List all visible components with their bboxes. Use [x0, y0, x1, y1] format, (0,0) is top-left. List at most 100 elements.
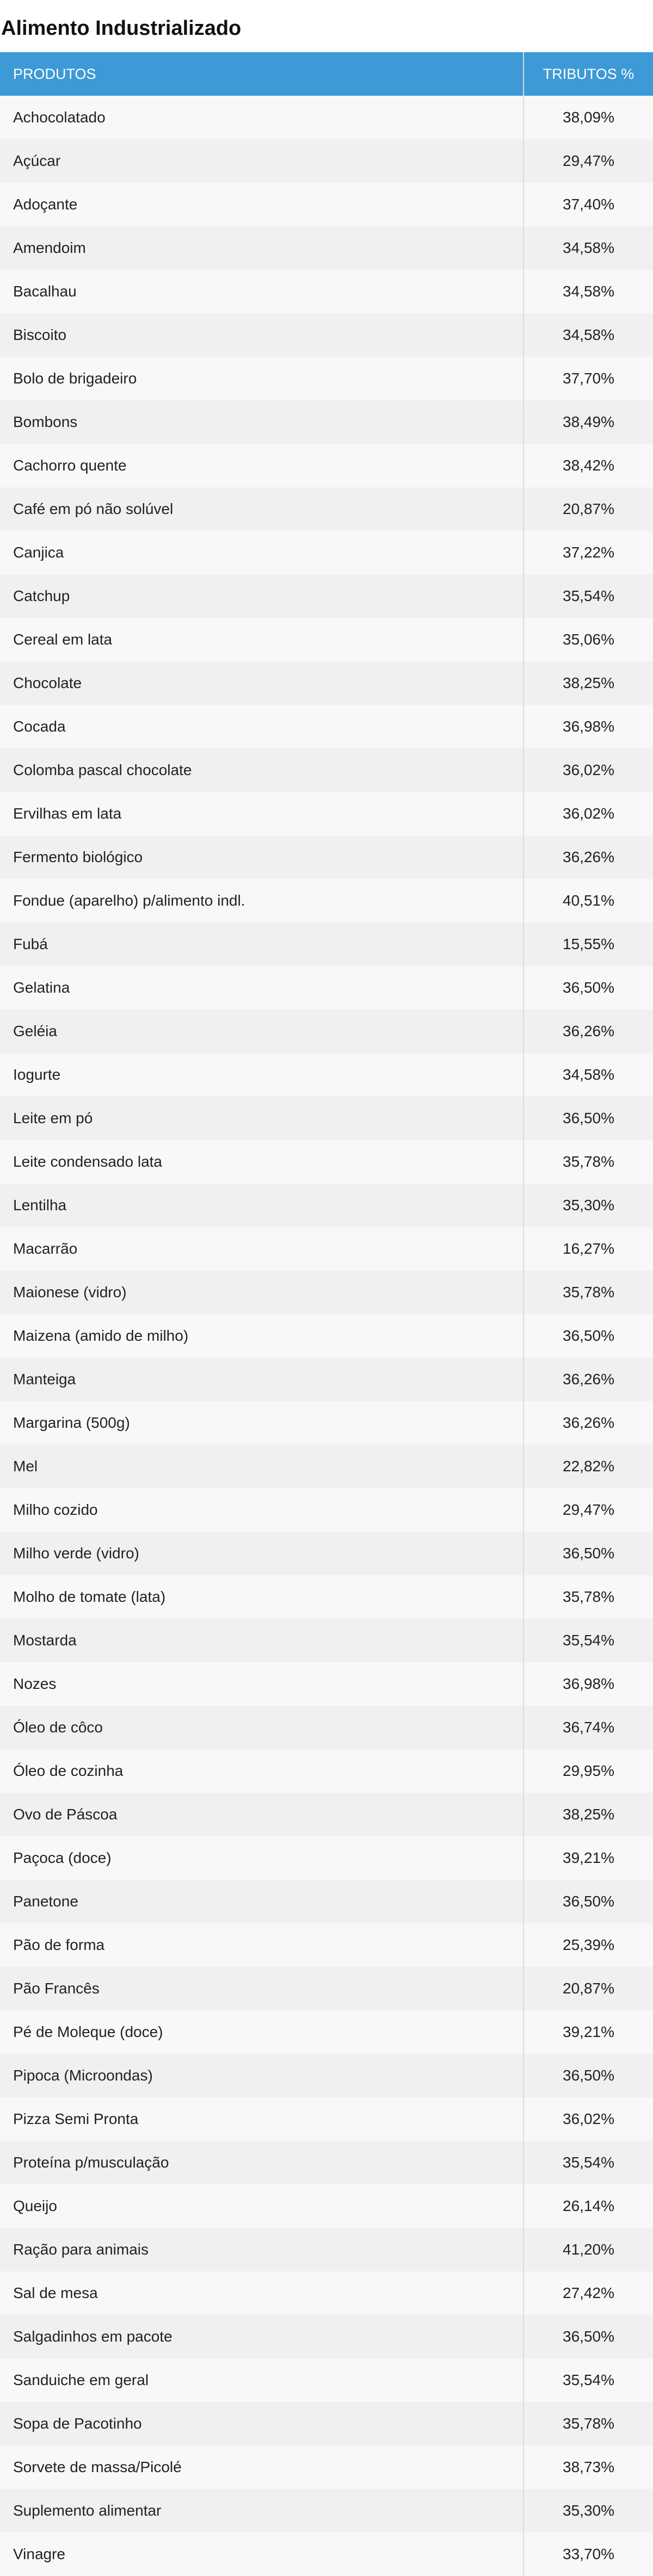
table-row: Açúcar 29,47%	[0, 139, 653, 183]
table-header-row: PRODUTOS TRIBUTOS %	[0, 52, 653, 96]
tax-percentage-cell: 35,06%	[523, 618, 653, 661]
tax-percentage-cell: 37,70%	[523, 357, 653, 400]
product-name-cell: Fubá	[13, 936, 48, 952]
table-row: Chocolate 38,25%	[0, 661, 653, 705]
tax-percentage-cell: 38,49%	[523, 400, 653, 444]
table-row: Queijo 26,14%	[0, 2184, 653, 2228]
product-name-cell: Ração para animais	[13, 2241, 149, 2258]
tax-percentage-cell: 36,50%	[523, 2315, 653, 2358]
tax-percentage-cell: 38,25%	[523, 1793, 653, 1836]
table-row: Fondue (aparelho) p/alimento indl. 40,51%	[0, 879, 653, 922]
product-name-cell: Sanduiche em geral	[13, 2371, 149, 2388]
tax-percentage-cell: 36,50%	[523, 1314, 653, 1358]
tax-percentage-cell: 36,26%	[523, 1010, 653, 1053]
product-name-cell: Bacalhau	[13, 283, 77, 300]
table-row: Sanduiche em geral 35,54%	[0, 2358, 653, 2402]
product-name-cell: Maionese (vidro)	[13, 1284, 127, 1301]
table-row: Biscoito 34,58%	[0, 313, 653, 357]
tax-percentage-cell: 38,25%	[523, 661, 653, 705]
tax-percentage-cell: 25,39%	[523, 1923, 653, 1967]
tax-percentage-cell: 29,47%	[523, 1488, 653, 1532]
table-row: Café em pó não solúvel 20,87%	[0, 487, 653, 531]
product-name-cell: Café em pó não solúvel	[13, 500, 174, 517]
product-name-cell: Ervilhas em lata	[13, 805, 122, 822]
product-name-cell: Cereal em lata	[13, 631, 113, 648]
table-row: Leite em pó 36,50%	[0, 1097, 653, 1140]
product-name-cell: Amendoim	[13, 239, 86, 256]
product-name-cell: Molho de tomate (lata)	[13, 1588, 166, 1605]
table-row: Cereal em lata 35,06%	[0, 618, 653, 661]
tax-percentage-cell: 34,58%	[523, 1053, 653, 1097]
product-name-cell: Manteiga	[13, 1371, 76, 1388]
tax-percentage-cell: 38,09%	[523, 96, 653, 139]
tax-percentage-cell: 36,02%	[523, 748, 653, 792]
table-row: Manteiga 36,26%	[0, 1358, 653, 1401]
product-name-cell: Nozes	[13, 1675, 57, 1692]
table-row: Canjica 37,22%	[0, 531, 653, 574]
table-row: Iogurte 34,58%	[0, 1053, 653, 1097]
product-name-cell: Milho cozido	[13, 1501, 98, 1518]
tax-percentage-cell: 35,78%	[523, 1575, 653, 1619]
table-row: Bombons 38,49%	[0, 400, 653, 444]
tax-percentage-cell: 36,98%	[523, 705, 653, 748]
table-row: Ervilhas em lata 36,02%	[0, 792, 653, 835]
product-name-cell: Queijo	[13, 2197, 57, 2214]
table-row: Salgadinhos em pacote 36,50%	[0, 2315, 653, 2358]
table-row: Maionese (vidro) 35,78%	[0, 1271, 653, 1314]
tax-percentage-cell: 26,14%	[523, 2184, 653, 2228]
tax-percentage-cell: 38,42%	[523, 444, 653, 487]
tax-percentage-cell: 38,73%	[523, 2445, 653, 2489]
table-row: Achocolatado 38,09%	[0, 96, 653, 139]
table-row: Leite condensado lata 35,78%	[0, 1140, 653, 1184]
table-row: Colomba pascal chocolate 36,02%	[0, 748, 653, 792]
table-row: Lentilha 35,30%	[0, 1184, 653, 1227]
product-name-cell: Colomba pascal chocolate	[13, 761, 192, 778]
tax-percentage-cell: 35,78%	[523, 2402, 653, 2445]
table-row: Mostarda 35,54%	[0, 1619, 653, 1662]
tax-percentage-cell: 36,26%	[523, 1401, 653, 1445]
tax-percentage-cell: 22,82%	[523, 1445, 653, 1488]
table-body: Achocolatado 38,09% Açúcar 29,47% Adoçante 37…	[0, 96, 653, 2576]
table-row: Ração para animais 41,20%	[0, 2228, 653, 2271]
product-name-cell: Salgadinhos em pacote	[13, 2328, 173, 2345]
product-name-cell: Maizena (amido de milho)	[13, 1327, 189, 1344]
tax-percentage-cell: 40,51%	[523, 879, 653, 922]
table-row: Mel 22,82%	[0, 1445, 653, 1488]
tax-percentage-cell: 34,58%	[523, 226, 653, 270]
table-row: Nozes 36,98%	[0, 1662, 653, 1706]
tax-percentage-cell: 20,87%	[523, 487, 653, 531]
product-name-cell: Açúcar	[13, 152, 61, 169]
tax-percentage-cell: 36,74%	[523, 1706, 653, 1749]
tax-percentage-cell: 36,02%	[523, 792, 653, 835]
table-row: Sorvete de massa/Picolé 38,73%	[0, 2445, 653, 2489]
tax-percentage-cell: 35,54%	[523, 2141, 653, 2184]
table-row: Macarrão 16,27%	[0, 1227, 653, 1271]
product-name-cell: Fermento biológico	[13, 849, 143, 865]
table-row: Óleo de cozinha 29,95%	[0, 1749, 653, 1793]
product-name-cell: Mel	[13, 1458, 38, 1475]
product-name-cell: Macarrão	[13, 1240, 78, 1257]
table-row: Geléia 36,26%	[0, 1010, 653, 1053]
table-row: Pipoca (Microondas) 36,50%	[0, 2054, 653, 2097]
table-row: Cachorro quente 38,42%	[0, 444, 653, 487]
tax-percentage-cell: 36,50%	[523, 1880, 653, 1923]
tax-percentage-cell: 35,54%	[523, 2358, 653, 2402]
tax-percentage-cell: 34,58%	[523, 270, 653, 313]
product-name-cell: Adoçante	[13, 196, 78, 213]
tax-percentage-cell: 33,70%	[523, 2532, 653, 2576]
table-row: Adoçante 37,40%	[0, 183, 653, 226]
tax-percentage-cell: 36,50%	[523, 1097, 653, 1140]
tax-percentage-cell: 36,50%	[523, 2054, 653, 2097]
table-row: Pé de Moleque (doce) 39,21%	[0, 2010, 653, 2054]
product-name-cell: Cachorro quente	[13, 457, 127, 474]
tax-percentage-cell: 20,87%	[523, 1967, 653, 2010]
table-row: Fubá 15,55%	[0, 922, 653, 966]
tax-percentage-cell: 15,55%	[523, 922, 653, 966]
tax-percentage-cell: 36,98%	[523, 1662, 653, 1706]
tax-percentage-cell: 34,58%	[523, 313, 653, 357]
table-row: Sal de mesa 27,42%	[0, 2271, 653, 2315]
product-name-cell: Cocada	[13, 718, 66, 735]
table-row: Margarina (500g) 36,26%	[0, 1401, 653, 1445]
table-row: Bolo de brigadeiro 37,70%	[0, 357, 653, 400]
tax-percentage-cell: 29,47%	[523, 139, 653, 183]
